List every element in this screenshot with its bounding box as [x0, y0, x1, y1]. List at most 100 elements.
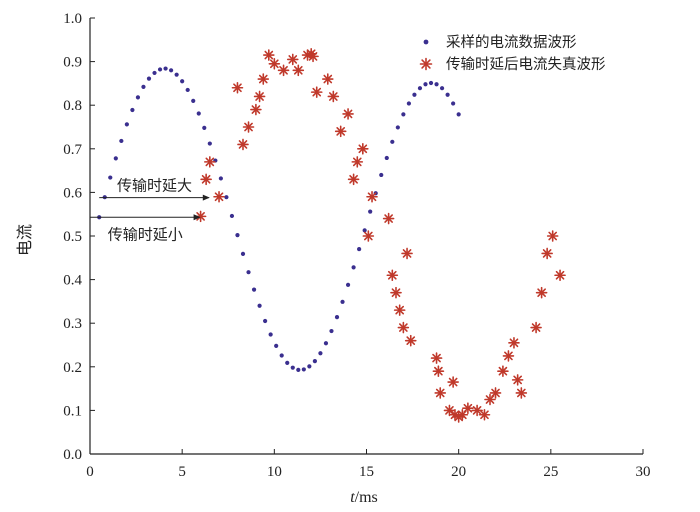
- annotation-arrowhead: [193, 214, 201, 221]
- legend-marker-distorted-star: [419, 57, 433, 71]
- data-point-distorted: [397, 321, 410, 334]
- data-point-sampled: [263, 318, 268, 324]
- data-point-sampled: [417, 86, 423, 91]
- data-point-sampled: [157, 67, 163, 72]
- data-point-sampled: [274, 343, 279, 348]
- data-point-distorted: [554, 269, 566, 282]
- data-point-distorted: [489, 387, 502, 399]
- data-point-sampled: [379, 172, 384, 178]
- data-point-distorted: [286, 53, 299, 66]
- data-point-distorted: [546, 230, 559, 242]
- data-point-distorted: [263, 49, 275, 61]
- data-point-sampled: [368, 209, 373, 214]
- y-tick-label: 0.7: [63, 142, 82, 158]
- x-tick-label: 10: [267, 464, 282, 480]
- data-point-sampled: [235, 233, 240, 238]
- data-point-sampled: [351, 265, 356, 270]
- data-point-sampled: [401, 112, 406, 117]
- data-point-distorted: [390, 286, 402, 299]
- data-point-sampled: [240, 251, 246, 256]
- data-point-sampled: [229, 213, 235, 219]
- data-point-sampled: [196, 111, 201, 116]
- data-point-distorted: [237, 138, 249, 151]
- data-point-sampled: [290, 365, 295, 370]
- data-point-distorted: [327, 90, 340, 103]
- annotation-arrowhead: [202, 194, 210, 201]
- data-point-sampled: [130, 107, 135, 113]
- y-tick-label: 0.3: [63, 316, 82, 332]
- data-point-sampled: [318, 351, 323, 356]
- data-point-distorted: [497, 365, 509, 377]
- y-axis-title: 电流: [16, 224, 34, 256]
- data-point-sampled: [357, 246, 362, 252]
- x-tick-label: 0: [86, 464, 94, 480]
- legend-marker-distorted: [419, 57, 433, 71]
- data-point-distorted: [277, 64, 290, 77]
- series-layer: [97, 47, 566, 423]
- data-point-sampled: [169, 68, 174, 73]
- data-point-sampled: [285, 360, 290, 365]
- data-point-distorted: [502, 350, 515, 362]
- data-point-sampled: [180, 79, 185, 84]
- data-point-distorted: [334, 125, 347, 138]
- data-point-sampled: [334, 314, 340, 320]
- data-point-distorted: [347, 173, 360, 186]
- data-point-sampled: [251, 287, 257, 292]
- series-sampled: [97, 66, 461, 372]
- data-point-distorted: [351, 156, 364, 168]
- x-ticks: 0 5 10 15 20 25 30: [86, 449, 651, 480]
- data-point-distorted: [484, 393, 496, 406]
- data-point-distorted: [250, 103, 262, 116]
- data-point-distorted: [242, 121, 255, 133]
- x-axis-title-italic: t: [350, 489, 355, 506]
- data-point-distorted: [434, 387, 447, 399]
- y-tick-label: 0.5: [63, 229, 82, 245]
- data-point-distorted: [511, 374, 524, 386]
- legend-label-distorted: 传输时延后电流失真波形: [446, 55, 606, 73]
- data-point-sampled: [384, 155, 389, 161]
- x-tick-label: 5: [178, 464, 186, 480]
- data-point-sampled: [191, 98, 196, 103]
- data-point-distorted: [462, 402, 474, 415]
- series-distorted: [194, 47, 566, 423]
- x-axis-title: t/ms: [350, 489, 378, 506]
- data-point-sampled: [174, 72, 179, 77]
- data-point-sampled: [108, 175, 113, 180]
- data-point-sampled: [202, 125, 207, 130]
- data-point-sampled: [224, 195, 229, 200]
- data-point-distorted: [401, 247, 413, 260]
- data-point-distorted: [393, 304, 406, 316]
- data-point-sampled: [301, 367, 306, 372]
- data-point-distorted: [404, 334, 417, 347]
- data-point-sampled: [434, 82, 439, 87]
- data-point-sampled: [268, 332, 273, 337]
- data-point-sampled: [445, 92, 450, 97]
- data-point-sampled: [218, 176, 223, 181]
- data-point-distorted: [541, 247, 553, 260]
- annotation-small-delay: 传输时延小: [108, 225, 183, 243]
- legend-label-sampled: 采样的电流数据波形: [446, 34, 577, 51]
- data-point-sampled: [428, 80, 434, 86]
- data-point-distorted: [342, 108, 354, 120]
- data-point-distorted: [478, 408, 491, 421]
- y-ticks: 0.0 0.1 0.2 0.3 0.4 0.5 0.6 0.7 0.8 0.9 1.0: [63, 11, 95, 463]
- legend-marker-sampled: [423, 39, 429, 45]
- data-point-distorted: [515, 387, 528, 399]
- data-point-distorted: [443, 404, 456, 417]
- data-point-distorted: [447, 376, 459, 388]
- y-tick-label: 0.2: [63, 360, 82, 376]
- data-point-distorted: [357, 143, 369, 155]
- data-point-sampled: [390, 139, 395, 144]
- y-tick-label: 0.1: [63, 403, 82, 419]
- data-point-distorted: [200, 173, 212, 186]
- data-point-sampled: [340, 299, 345, 304]
- data-point-distorted: [471, 404, 483, 417]
- data-point-distorted: [321, 73, 334, 85]
- data-point-distorted: [386, 269, 399, 282]
- data-point-sampled: [246, 270, 251, 275]
- data-point-distorted: [508, 337, 520, 349]
- plot-area: 0 5 10 15 20 25 30 0.0 0.1 0.2 0.3 0.4 0.5 0.6 0.7 0.8…: [63, 11, 650, 480]
- y-tick-label: 1.0: [63, 11, 82, 27]
- data-point-sampled: [329, 328, 334, 334]
